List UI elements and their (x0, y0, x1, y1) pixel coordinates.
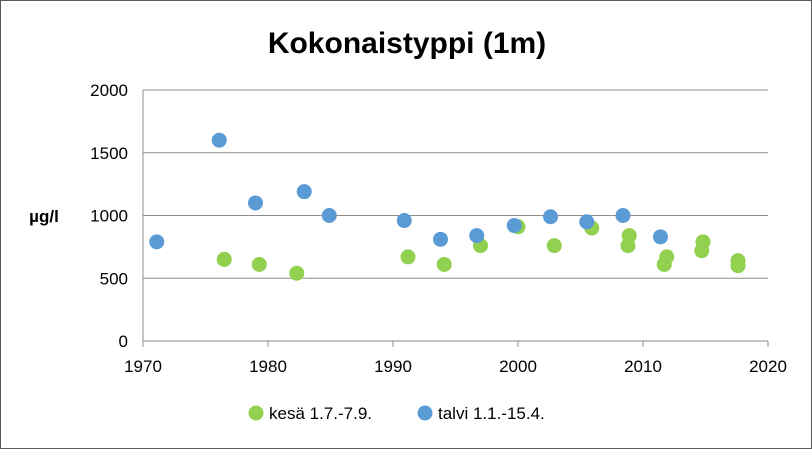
x-tick-label: 2020 (749, 357, 787, 376)
talvi-data-point (296, 184, 312, 200)
kesa-data-point (546, 238, 562, 254)
kesa-data-point (251, 256, 267, 272)
kesa-data-point (730, 253, 746, 269)
y-tick-labels: 0 500 1000 1500 2000 (90, 81, 128, 351)
chart-title: Kokonaistyppi (1m) (268, 27, 546, 60)
talvi-data-point (211, 132, 227, 148)
legend-item: kesä 1.7.-7.9. (248, 404, 372, 423)
y-tick-label: 500 (100, 269, 128, 288)
data-points (149, 132, 746, 281)
talvi-data-point (543, 209, 558, 225)
legend-item: talvi 1.1.-15.4. (417, 404, 545, 423)
kesa-data-point (289, 265, 305, 281)
kesa-data-point (695, 234, 711, 250)
talvi-data-point (506, 218, 522, 234)
talvi-data-point (248, 195, 263, 211)
kesa-data-point (621, 228, 637, 244)
y-axis-label: µg/l (29, 207, 59, 226)
kesa-data-point (659, 249, 675, 265)
x-tick-label: 2010 (624, 357, 662, 376)
talvi-data-point (321, 208, 337, 223)
x-tick-label: 1980 (249, 357, 287, 376)
x-tick-label: 2000 (499, 357, 537, 376)
legend-marker (248, 405, 264, 421)
x-tick-labels: 1970 1980 1990 2000 2010 2020 (124, 357, 787, 376)
x-tick-label: 1990 (374, 357, 412, 376)
talvi-data-point (433, 231, 448, 247)
legend: kesä 1.7.-7.9. talvi 1.1.-15.4. (248, 404, 545, 423)
y-tick-label: 1500 (90, 144, 128, 163)
talvi-data-point (615, 208, 631, 223)
gridlines (143, 89, 768, 279)
legend-marker (417, 405, 433, 421)
axes (142, 90, 769, 347)
legend-label: talvi 1.1.-15.4. (438, 404, 545, 423)
y-tick-label: 2000 (90, 81, 128, 100)
talvi-data-point (149, 234, 165, 250)
legend-label: kesä 1.7.-7.9. (269, 404, 372, 423)
x-tick-label: 1970 (124, 357, 162, 376)
kesa-data-point (216, 251, 232, 267)
kesa-data-point (436, 256, 452, 272)
kesa-data-point (400, 249, 416, 265)
talvi-data-point (579, 214, 595, 230)
talvi-data-point (469, 228, 485, 244)
y-tick-label: 1000 (90, 207, 128, 226)
talvi-data-point (653, 229, 668, 245)
y-tick-label: 0 (119, 332, 128, 351)
talvi-data-point (396, 213, 412, 229)
